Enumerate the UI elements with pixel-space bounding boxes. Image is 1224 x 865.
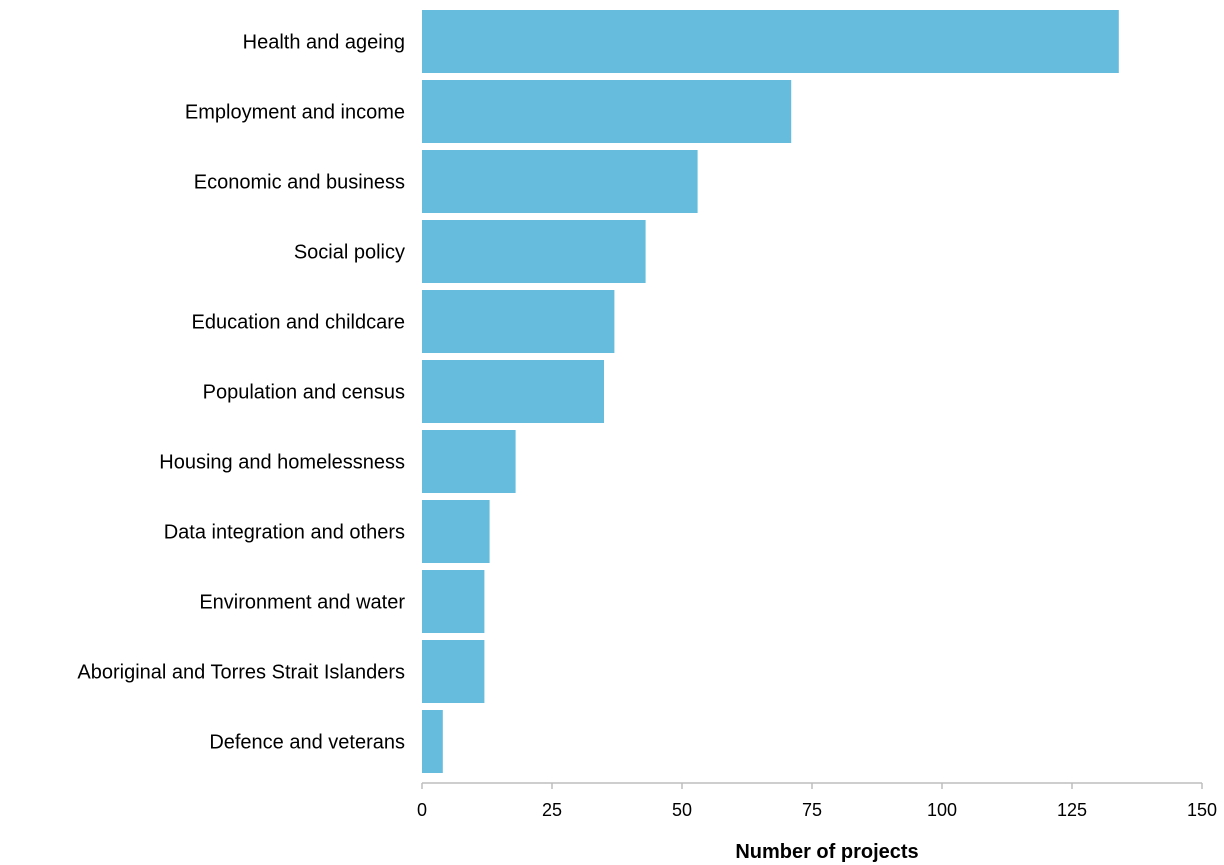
bar <box>422 640 485 703</box>
bar <box>422 10 1119 73</box>
bar <box>422 360 604 423</box>
category-label: Housing and homelessness <box>159 452 405 474</box>
category-labels: Health and ageing Employment and income Ec… <box>77 32 405 754</box>
category-label: Employment and income <box>185 102 405 124</box>
x-tick-label: 125 <box>1057 800 1087 820</box>
category-label: Defence and veterans <box>209 732 405 754</box>
bars-group <box>422 10 1119 773</box>
x-tick-label: 50 <box>672 800 692 820</box>
bar <box>422 500 490 563</box>
category-label: Aboriginal and Torres Strait Islanders <box>77 662 405 684</box>
category-label: Economic and business <box>194 172 405 194</box>
bar <box>422 80 792 143</box>
x-axis-ticks: 0 25 50 75 100 125 150 <box>417 783 1217 820</box>
x-tick-label: 25 <box>542 800 562 820</box>
x-tick-label: 0 <box>417 800 427 820</box>
x-axis-title: Number of projects <box>735 841 918 863</box>
bar <box>422 220 646 283</box>
category-label: Population and census <box>203 382 405 404</box>
x-tick-label: 150 <box>1187 800 1217 820</box>
x-tick-label: 100 <box>927 800 957 820</box>
bar <box>422 430 516 493</box>
category-label: Education and childcare <box>192 312 405 334</box>
category-label: Social policy <box>294 242 405 264</box>
bar <box>422 570 485 633</box>
category-label: Environment and water <box>199 592 405 614</box>
category-label: Health and ageing <box>243 32 405 54</box>
category-label: Data integration and others <box>164 522 405 544</box>
bar <box>422 290 615 353</box>
bar <box>422 710 443 773</box>
x-tick-label: 75 <box>802 800 822 820</box>
bar <box>422 150 698 213</box>
